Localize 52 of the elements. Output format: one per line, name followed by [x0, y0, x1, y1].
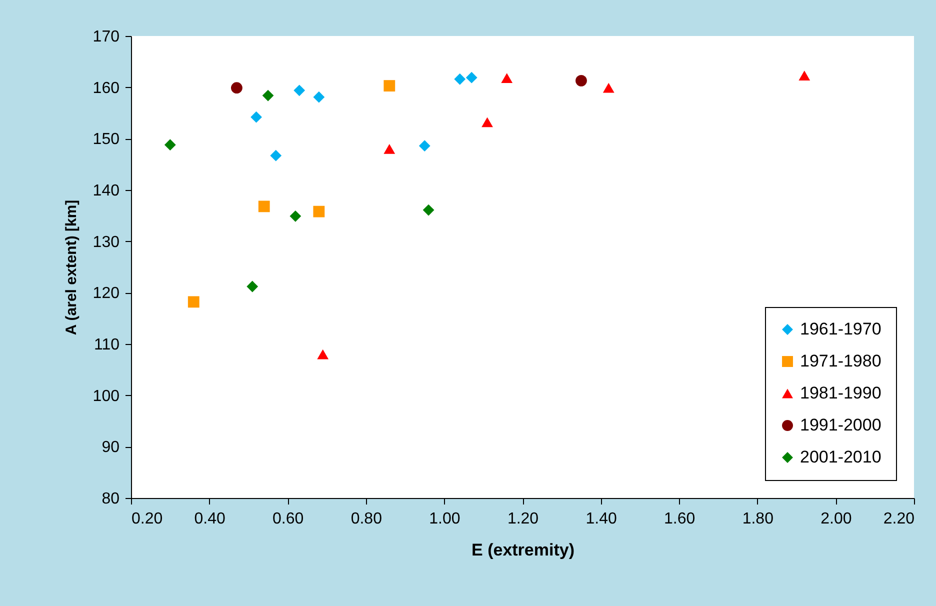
point — [188, 296, 200, 308]
x-tick-label: 1.40 — [586, 510, 617, 528]
point — [164, 139, 176, 151]
point — [384, 80, 396, 92]
point — [501, 73, 513, 84]
point — [250, 111, 262, 123]
x-tick-label: 1.60 — [664, 510, 696, 528]
y-tick-label: 130 — [92, 234, 120, 251]
legend-label: 1961-1970 — [800, 320, 882, 338]
x-tick-label: 1.20 — [507, 510, 539, 528]
point — [482, 117, 493, 128]
legend-label: 1971-1980 — [800, 352, 882, 370]
point — [454, 73, 466, 85]
y-tick-label: 160 — [92, 80, 120, 97]
x-tick-label: 0.60 — [272, 510, 304, 528]
x-tick-label: 0.40 — [194, 510, 226, 528]
point — [313, 91, 325, 103]
x-tick-label: 2.00 — [820, 510, 852, 528]
y-tick-label: 80 — [102, 490, 120, 508]
y-tick-label: 170 — [92, 28, 120, 46]
point — [602, 82, 614, 93]
y-tick-label: 140 — [92, 182, 120, 200]
legend-label: 1981-1990 — [800, 384, 882, 402]
point — [576, 74, 587, 86]
x-tick-label: 0.80 — [350, 510, 382, 528]
point — [313, 206, 325, 218]
y-tick-label: 150 — [92, 131, 120, 148]
point — [290, 210, 302, 222]
y-tick-label: 120 — [92, 285, 120, 302]
y-tick-label: 110 — [94, 336, 120, 354]
point — [294, 84, 306, 96]
point — [231, 82, 242, 94]
legend-label: 1991-2000 — [800, 416, 882, 434]
point — [466, 72, 478, 84]
point — [418, 140, 430, 152]
y-tick-label: 90 — [102, 439, 120, 456]
point — [270, 150, 282, 162]
point — [422, 204, 434, 216]
y-axis-title: A (arel extent) [km] — [62, 200, 80, 336]
point — [384, 144, 396, 154]
point — [262, 90, 274, 102]
x-tick-label: 1.80 — [742, 510, 774, 528]
point — [258, 200, 270, 212]
point — [317, 349, 329, 360]
x-tick-label: 1.00 — [429, 510, 460, 528]
x-axis-title: E (extremity) — [472, 540, 574, 560]
point — [246, 280, 258, 292]
x-tick-label: 2.20 — [883, 510, 915, 528]
x-tick-label: 0.20 — [132, 510, 163, 528]
point — [798, 70, 810, 80]
legend-label: 2001-2010 — [800, 448, 882, 466]
y-tick-label: 100 — [92, 388, 120, 405]
